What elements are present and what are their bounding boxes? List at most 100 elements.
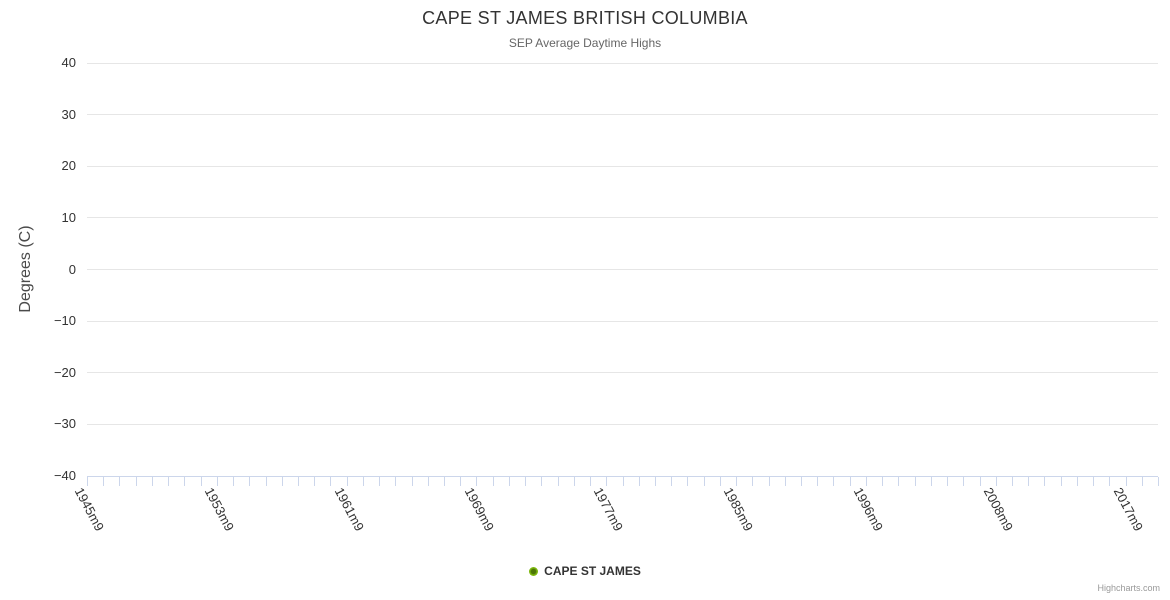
data-point[interactable] — [691, 175, 700, 184]
data-point[interactable] — [139, 197, 148, 206]
y-gridline — [87, 62, 1158, 64]
x-axis-tick — [768, 477, 770, 486]
data-point[interactable] — [788, 185, 797, 194]
data-point[interactable] — [1129, 187, 1138, 196]
data-point[interactable] — [610, 180, 619, 189]
data-point[interactable] — [156, 187, 165, 196]
data-point[interactable] — [399, 193, 408, 202]
data-point[interactable] — [999, 187, 1008, 196]
data-point[interactable] — [366, 188, 375, 197]
y-axis-tick-label: 30 — [61, 106, 76, 122]
x-axis-tick-label: 1969m9 — [461, 485, 497, 534]
data-point[interactable] — [415, 184, 424, 193]
data-point[interactable] — [1080, 180, 1089, 189]
data-point[interactable] — [983, 176, 992, 185]
data-point[interactable] — [821, 175, 830, 184]
data-point[interactable] — [934, 178, 943, 187]
data-point[interactable] — [188, 189, 197, 198]
data-point[interactable] — [107, 192, 116, 201]
data-point[interactable] — [237, 188, 246, 197]
data-point[interactable] — [1113, 187, 1122, 196]
data-point[interactable] — [269, 189, 278, 198]
x-axis-tick — [346, 477, 348, 486]
x-axis-tick — [963, 477, 965, 486]
data-point[interactable] — [772, 187, 781, 196]
x-axis-tick — [119, 477, 121, 486]
data-point[interactable] — [253, 196, 262, 205]
x-axis-tick — [849, 477, 851, 486]
data-point[interactable] — [496, 192, 505, 201]
data-point[interactable] — [318, 196, 327, 205]
legend-item[interactable]: CAPE ST JAMES — [0, 564, 1170, 578]
data-point[interactable] — [1016, 189, 1025, 198]
x-axis-tick — [444, 477, 445, 486]
data-point[interactable] — [513, 186, 522, 195]
data-point[interactable] — [480, 196, 489, 205]
x-axis-tick — [865, 477, 867, 486]
data-point[interactable] — [91, 193, 100, 202]
data-point[interactable] — [951, 177, 960, 186]
data-point[interactable] — [967, 176, 976, 185]
x-axis-tick — [671, 477, 673, 486]
x-axis-tick — [930, 477, 932, 486]
data-point[interactable] — [1145, 184, 1154, 193]
data-point[interactable] — [659, 183, 668, 192]
data-point[interactable] — [902, 182, 911, 191]
data-point[interactable] — [837, 181, 846, 190]
x-axis-tick — [817, 477, 819, 486]
data-point[interactable] — [675, 177, 684, 186]
x-axis-tick — [395, 477, 397, 486]
data-point[interactable] — [285, 177, 294, 186]
data-point[interactable] — [561, 177, 570, 186]
x-axis-tick — [898, 477, 900, 486]
data-point[interactable] — [707, 191, 716, 200]
x-axis-tick — [638, 477, 640, 486]
data-point[interactable] — [302, 192, 311, 201]
highcharts-credits-link[interactable]: Highcharts.com — [1097, 583, 1160, 593]
x-axis-tick-label: 2008m9 — [980, 485, 1016, 534]
x-axis-tick — [330, 477, 332, 486]
data-point[interactable] — [918, 191, 927, 200]
x-axis-tick — [492, 477, 494, 486]
data-point[interactable] — [853, 176, 862, 185]
data-point[interactable] — [886, 179, 895, 188]
data-point[interactable] — [431, 190, 440, 199]
data-point[interactable] — [204, 193, 213, 202]
data-point[interactable] — [723, 190, 732, 199]
data-point[interactable] — [1064, 184, 1073, 193]
data-point[interactable] — [1097, 192, 1106, 201]
data-point[interactable] — [577, 185, 586, 194]
data-point[interactable] — [383, 182, 392, 191]
data-point[interactable] — [1032, 182, 1041, 191]
x-axis-tick — [379, 477, 381, 486]
data-point[interactable] — [529, 186, 538, 195]
x-axis-tick — [719, 477, 721, 486]
x-axis-tick — [752, 477, 754, 486]
data-point[interactable] — [464, 193, 473, 202]
data-point[interactable] — [448, 187, 457, 196]
data-point[interactable] — [545, 190, 554, 199]
data-point[interactable] — [740, 188, 749, 197]
x-axis-tick — [525, 477, 527, 486]
x-axis-tick-label: 1985m9 — [720, 485, 757, 534]
data-point[interactable] — [1048, 189, 1057, 198]
data-point[interactable] — [594, 189, 603, 198]
data-point[interactable] — [220, 191, 229, 200]
data-point[interactable] — [870, 188, 879, 197]
data-point[interactable] — [756, 180, 765, 189]
data-point[interactable] — [642, 179, 651, 188]
x-axis-tick — [1044, 477, 1046, 486]
x-axis-tick — [249, 477, 251, 486]
chart-title: CAPE ST JAMES BRITISH COLUMBIA — [422, 8, 748, 28]
data-point[interactable] — [626, 187, 635, 196]
y-gridline — [87, 165, 1158, 167]
data-point[interactable] — [172, 193, 181, 202]
x-axis-tick — [784, 477, 786, 486]
x-axis-tick-label: 1953m9 — [201, 485, 237, 534]
y-axis-tick-label: −30 — [53, 416, 76, 432]
data-point[interactable] — [350, 190, 359, 199]
data-point[interactable] — [123, 190, 132, 199]
y-gridline — [87, 269, 1158, 270]
data-point[interactable] — [805, 171, 814, 180]
data-point[interactable] — [334, 189, 343, 198]
